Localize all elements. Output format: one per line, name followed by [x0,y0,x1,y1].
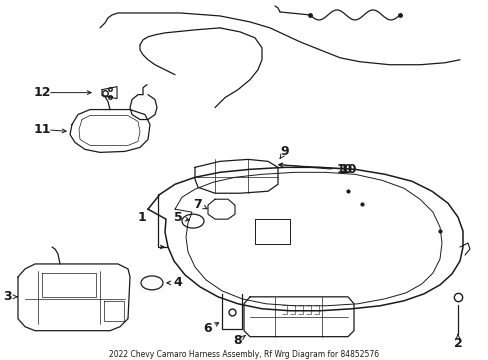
Text: 10: 10 [336,163,352,176]
Text: 7: 7 [193,198,202,211]
Text: 6: 6 [203,322,212,335]
Text: 2022 Chevy Camaro Harness Assembly, Rf Wrg Diagram for 84852576: 2022 Chevy Camaro Harness Assembly, Rf W… [109,350,378,359]
Text: 4: 4 [173,276,182,289]
Text: 2: 2 [453,337,462,350]
Text: 3: 3 [4,290,12,303]
Text: 10: 10 [339,163,356,176]
Text: 12: 12 [33,86,51,99]
Text: 8: 8 [233,334,242,347]
Text: 5: 5 [173,211,182,224]
Text: 1: 1 [137,211,146,224]
Text: 9: 9 [280,145,289,158]
Text: 11: 11 [33,123,51,136]
